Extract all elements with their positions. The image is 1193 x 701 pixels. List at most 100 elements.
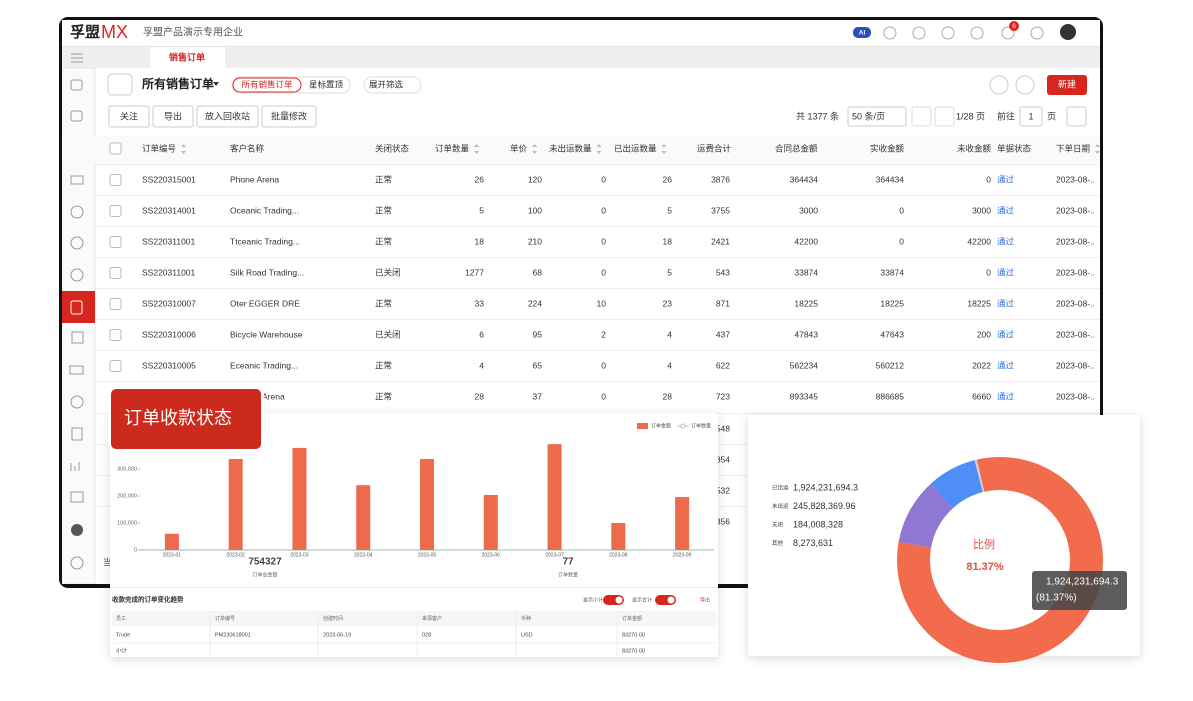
checkbox[interactable] xyxy=(109,267,122,279)
table-cell: 2 xyxy=(601,329,606,339)
table-cell: 18225 xyxy=(967,298,991,308)
table-cell: 0 xyxy=(899,236,904,246)
pie-legend-label: 关闭 xyxy=(772,520,783,528)
header-icon[interactable] xyxy=(970,26,984,40)
table-cell: 4 xyxy=(667,360,672,370)
pill[interactable]: 星标置顶 xyxy=(309,79,344,89)
columns-button[interactable] xyxy=(1066,106,1087,127)
table-cell[interactable]: 通过 xyxy=(997,205,1015,215)
checkbox[interactable] xyxy=(109,236,122,248)
y-tick-label: 200,000 xyxy=(117,493,137,499)
header-icon[interactable] xyxy=(941,26,955,40)
table-header-bg xyxy=(62,136,1100,162)
toggle-label: 显示小计 xyxy=(583,596,603,603)
checkbox[interactable] xyxy=(109,142,122,155)
table-cell: 0 xyxy=(601,391,606,401)
x-tick-label: 2023-07 xyxy=(545,552,564,558)
page-size: 50 条/页 xyxy=(852,110,885,121)
pie-slice[interactable] xyxy=(897,457,1103,663)
header-icon[interactable] xyxy=(883,26,897,40)
legend-label: 订单金额 xyxy=(651,422,671,429)
table-cell: Arena xyxy=(262,391,285,401)
checkbox[interactable] xyxy=(109,205,122,217)
page-size-select[interactable] xyxy=(847,106,907,127)
view-button[interactable] xyxy=(107,73,133,96)
table-cell: 正常 xyxy=(375,391,392,401)
table-cell: 5 xyxy=(667,267,672,277)
header-icon[interactable] xyxy=(1030,26,1044,40)
avatar[interactable] xyxy=(1060,24,1076,40)
page-arrow[interactable] xyxy=(911,106,932,127)
new-button[interactable] xyxy=(1047,75,1087,95)
table-cell: 47843 xyxy=(794,329,818,339)
action-button[interactable] xyxy=(261,105,317,128)
column-header: 关闭状态 xyxy=(375,143,410,153)
checkbox[interactable] xyxy=(109,174,122,186)
x-tick-label: 2023-01 xyxy=(163,552,182,558)
table-cell: 3876 xyxy=(711,174,730,184)
sort-icon[interactable] xyxy=(474,144,480,154)
table-cell[interactable]: 通过 xyxy=(997,174,1015,184)
tab-strip xyxy=(62,47,1100,68)
sort-icon[interactable] xyxy=(661,144,667,154)
search-button[interactable] xyxy=(989,75,1009,95)
sort-icon[interactable] xyxy=(181,144,187,154)
table-cell: 68 xyxy=(533,267,543,277)
trend-cell: Trude xyxy=(116,632,130,638)
table-cell[interactable]: 通过 xyxy=(997,298,1015,308)
action-button[interactable] xyxy=(108,105,150,128)
bar xyxy=(611,523,626,550)
table-cell[interactable]: 通过 xyxy=(997,236,1015,246)
annotation: 77 xyxy=(562,557,574,568)
table-cell: 33874 xyxy=(880,267,904,277)
trend-title: 收款完成的订单变化趋势 xyxy=(112,595,184,604)
table-cell: 42200 xyxy=(967,236,991,246)
y-tick-label: 0 xyxy=(134,547,137,553)
badge xyxy=(111,389,261,449)
table-cell[interactable]: 通过 xyxy=(997,391,1015,401)
sidebar-active[interactable] xyxy=(62,291,95,323)
tooltip xyxy=(1032,571,1127,610)
table-cell: 886685 xyxy=(876,391,905,401)
column-header: 下单日期 xyxy=(1056,143,1090,153)
pill[interactable]: 所有销售订单 xyxy=(241,79,293,89)
table-cell: 364434 xyxy=(790,174,819,184)
table-cell: 437 xyxy=(716,329,730,339)
page-input-box[interactable] xyxy=(1019,106,1043,127)
table-cell: 4 xyxy=(667,329,672,339)
filter-toggle[interactable]: 展开筛选 xyxy=(369,79,404,89)
checkbox[interactable] xyxy=(109,298,122,310)
export-link[interactable]: 导出 xyxy=(700,596,710,603)
table-cell: 100 xyxy=(528,205,542,215)
tab[interactable] xyxy=(150,47,225,68)
page-arrow[interactable] xyxy=(934,106,955,127)
header-icon[interactable] xyxy=(1001,26,1015,40)
pie-legend-value: 1,924,231,694.3 xyxy=(793,482,858,492)
checkbox[interactable] xyxy=(109,360,122,372)
notification-count: 6 xyxy=(1012,23,1016,30)
trend-cell: 028 xyxy=(422,632,431,638)
tooltip-value: 1,924,231,694.3 xyxy=(1046,577,1119,588)
sort-icon[interactable] xyxy=(532,144,538,154)
checkbox[interactable] xyxy=(109,329,122,341)
table-cell: 28 xyxy=(475,391,485,401)
pie-slice[interactable] xyxy=(974,459,985,493)
table-cell[interactable]: 通过 xyxy=(997,329,1015,339)
table-cell: Ttceanic Trading... xyxy=(230,236,300,246)
action-button[interactable] xyxy=(196,105,259,128)
table-cell[interactable]: 通过 xyxy=(997,360,1015,370)
sort-icon[interactable] xyxy=(1095,144,1100,154)
filter-button[interactable] xyxy=(1015,75,1035,95)
sort-icon[interactable] xyxy=(596,144,602,154)
table-cell: SS220311001 xyxy=(142,267,196,277)
column-header: 客户名称 xyxy=(230,143,265,153)
table-cell: 42200 xyxy=(794,236,818,246)
column-header: 未收金额 xyxy=(957,143,992,153)
pie-slice[interactable] xyxy=(898,483,953,548)
trend-cell: USD xyxy=(521,632,533,638)
pie-slice[interactable] xyxy=(930,460,983,509)
action-button[interactable] xyxy=(152,105,194,128)
table-cell: Bicycle Warehouse xyxy=(230,329,303,339)
header-icon[interactable] xyxy=(912,26,926,40)
table-cell[interactable]: 通过 xyxy=(997,267,1015,277)
